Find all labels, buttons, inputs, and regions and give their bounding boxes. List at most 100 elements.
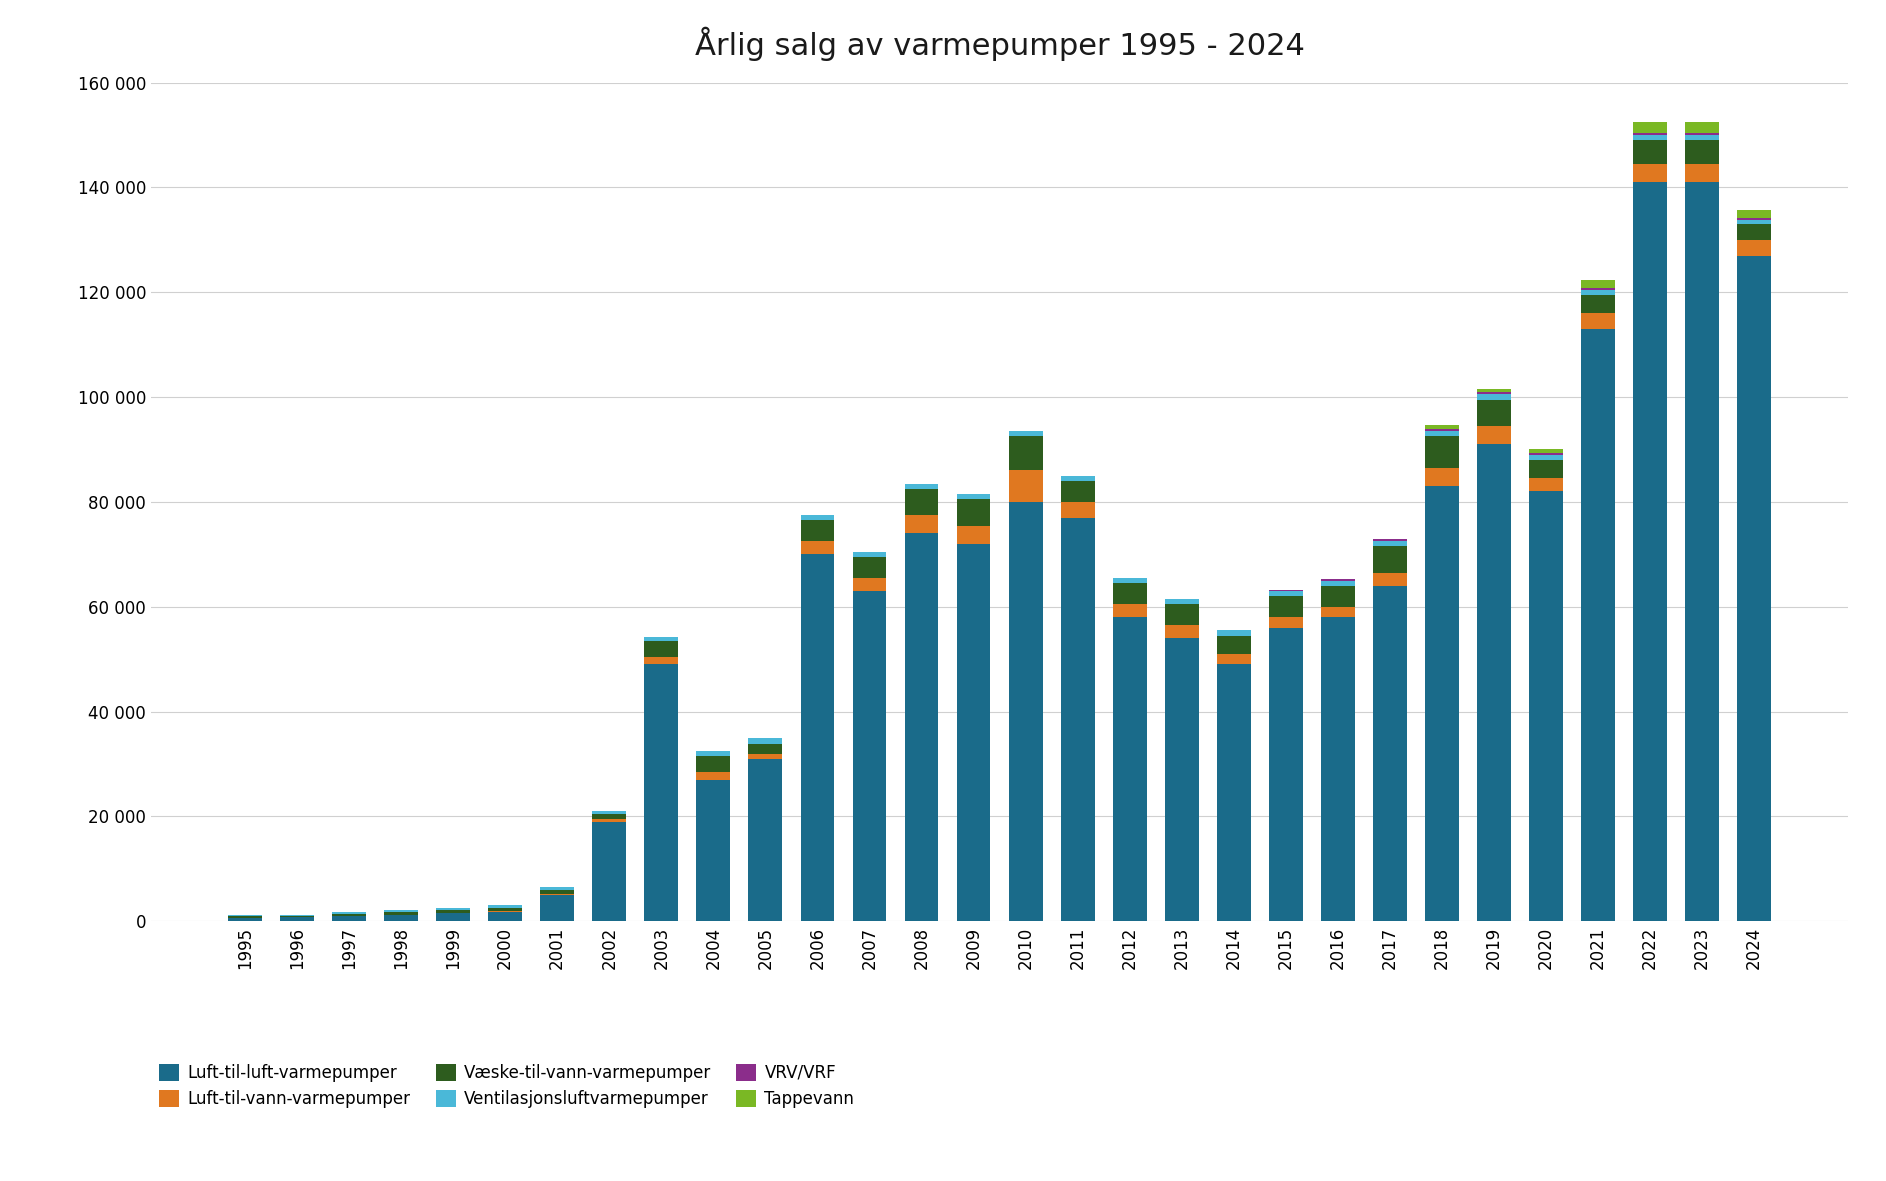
- Bar: [1426, 431, 1460, 437]
- Bar: [956, 543, 990, 921]
- Bar: [1216, 654, 1250, 665]
- Bar: [592, 818, 626, 822]
- Bar: [1269, 596, 1303, 618]
- Bar: [539, 889, 573, 894]
- Bar: [1320, 618, 1354, 921]
- Bar: [1373, 573, 1407, 586]
- Bar: [1216, 635, 1250, 654]
- Bar: [332, 916, 366, 921]
- Bar: [1166, 625, 1199, 638]
- Bar: [385, 911, 419, 912]
- Bar: [1320, 607, 1354, 618]
- Bar: [1426, 437, 1460, 468]
- Bar: [696, 756, 730, 772]
- Bar: [852, 578, 886, 590]
- Bar: [1009, 431, 1043, 437]
- Bar: [1737, 255, 1771, 921]
- Bar: [1426, 429, 1460, 431]
- Bar: [956, 494, 990, 500]
- Bar: [1633, 141, 1667, 164]
- Bar: [1113, 583, 1147, 605]
- Bar: [1686, 182, 1718, 921]
- Bar: [1530, 452, 1563, 455]
- Bar: [1216, 665, 1250, 921]
- Bar: [1580, 280, 1614, 288]
- Bar: [696, 779, 730, 921]
- Bar: [1633, 164, 1667, 182]
- Bar: [1060, 502, 1094, 517]
- Bar: [1113, 605, 1147, 618]
- Bar: [1477, 394, 1511, 399]
- Bar: [696, 751, 730, 756]
- Bar: [228, 918, 262, 921]
- Bar: [800, 515, 834, 521]
- Bar: [800, 521, 834, 541]
- Bar: [1580, 289, 1614, 295]
- Bar: [385, 912, 419, 915]
- Bar: [539, 887, 573, 889]
- Bar: [1477, 426, 1511, 444]
- Bar: [800, 554, 834, 921]
- Bar: [749, 738, 783, 744]
- Bar: [488, 912, 522, 921]
- Bar: [645, 637, 679, 641]
- Bar: [1373, 586, 1407, 921]
- Bar: [1373, 547, 1407, 573]
- Bar: [1426, 487, 1460, 921]
- Bar: [1009, 437, 1043, 470]
- Bar: [1113, 618, 1147, 921]
- Bar: [1477, 392, 1511, 394]
- Bar: [1216, 631, 1250, 635]
- Bar: [1373, 541, 1407, 547]
- Bar: [1580, 288, 1614, 289]
- Bar: [281, 916, 313, 921]
- Bar: [1580, 329, 1614, 921]
- Bar: [1009, 470, 1043, 502]
- Bar: [1530, 491, 1563, 921]
- Bar: [1166, 638, 1199, 921]
- Bar: [488, 905, 522, 907]
- Bar: [1009, 502, 1043, 921]
- Bar: [645, 665, 679, 921]
- Bar: [1269, 618, 1303, 627]
- Bar: [1269, 627, 1303, 921]
- Bar: [1060, 481, 1094, 502]
- Bar: [1269, 590, 1303, 596]
- Bar: [905, 534, 939, 921]
- Bar: [956, 500, 990, 526]
- Bar: [1737, 217, 1771, 220]
- Bar: [332, 912, 366, 914]
- Bar: [436, 913, 470, 921]
- Bar: [1737, 240, 1771, 255]
- Bar: [1166, 599, 1199, 605]
- Bar: [956, 526, 990, 543]
- Bar: [905, 515, 939, 534]
- Bar: [436, 911, 470, 913]
- Bar: [749, 744, 783, 753]
- Bar: [1426, 425, 1460, 429]
- Bar: [1477, 389, 1511, 392]
- Bar: [1580, 313, 1614, 329]
- Bar: [592, 822, 626, 921]
- Bar: [1060, 517, 1094, 921]
- Bar: [1633, 182, 1667, 921]
- Bar: [696, 772, 730, 779]
- Bar: [749, 758, 783, 921]
- Bar: [1737, 224, 1771, 240]
- Bar: [592, 814, 626, 818]
- Bar: [1633, 135, 1667, 141]
- Bar: [1477, 399, 1511, 426]
- Bar: [905, 483, 939, 489]
- Bar: [1320, 581, 1354, 586]
- Bar: [592, 810, 626, 814]
- Bar: [1686, 164, 1718, 182]
- Bar: [1530, 449, 1563, 452]
- Bar: [852, 590, 886, 921]
- Bar: [436, 908, 470, 911]
- Bar: [645, 657, 679, 665]
- Bar: [488, 907, 522, 912]
- Bar: [1113, 578, 1147, 583]
- Bar: [1320, 579, 1354, 581]
- Bar: [1580, 295, 1614, 313]
- Bar: [1530, 455, 1563, 459]
